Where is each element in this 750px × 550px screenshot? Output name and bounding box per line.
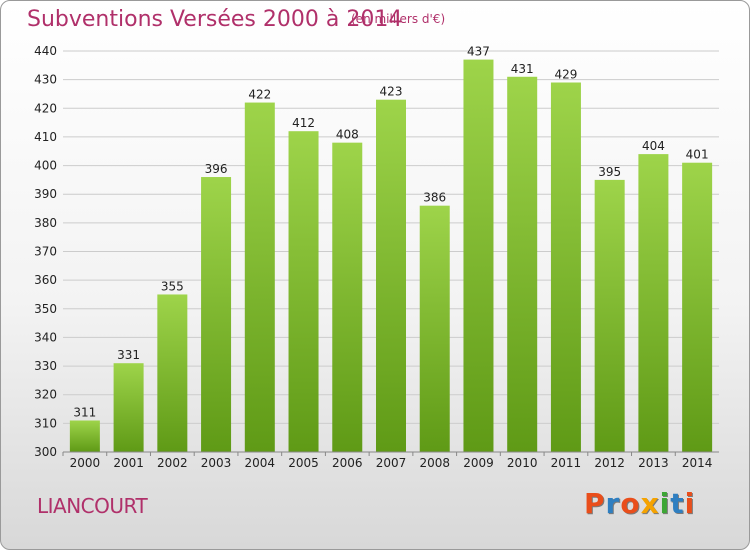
y-tick-label: 440: [34, 44, 57, 58]
bar-value-label: 437: [467, 45, 490, 59]
y-tick-label: 410: [34, 130, 57, 144]
x-tick-label: 2011: [551, 456, 582, 470]
bar-value-labels: 311 331 355 396 422 412 408 423 386 437 431 429 395 4…: [73, 45, 708, 420]
bar-2012: [594, 179, 625, 452]
bar-2009: [463, 59, 494, 452]
logo-letter: i: [684, 487, 696, 520]
bar-value-label: 408: [336, 128, 359, 142]
bar-value-label: 423: [380, 85, 403, 99]
x-tick-label: 2001: [113, 456, 144, 470]
bar-value-label: 401: [686, 148, 709, 162]
bar-2004: [244, 102, 275, 453]
logo-letter: P: [584, 487, 606, 520]
y-tick-label: 300: [34, 445, 57, 459]
logo-letter: x: [640, 487, 660, 520]
x-tick-label: 2003: [201, 456, 232, 470]
bar-2002: [157, 294, 188, 452]
x-tick-label: 2004: [245, 456, 276, 470]
bar-2006: [332, 142, 363, 452]
y-tick-label: 380: [34, 216, 57, 230]
bars: [69, 59, 713, 453]
bar-2003: [201, 177, 232, 452]
x-tick-label: 2007: [376, 456, 407, 470]
x-tick-label: 2002: [157, 456, 188, 470]
bar-2011: [550, 82, 581, 452]
bar-2007: [376, 99, 406, 452]
bar-value-label: 429: [554, 68, 577, 82]
x-tick-label: 2012: [594, 456, 625, 470]
x-tick-label: 2005: [288, 456, 319, 470]
bar-2013: [638, 154, 669, 452]
bar-value-label: 422: [248, 88, 271, 102]
bar-2010: [507, 76, 538, 453]
chart-subtitle: (en milliers d'€): [351, 12, 446, 26]
x-tick-label: 2009: [463, 456, 494, 470]
bar-2001: [113, 363, 144, 452]
bar-2008: [419, 205, 450, 452]
y-tick-label: 400: [34, 159, 57, 173]
y-tick-label: 310: [34, 416, 57, 430]
proxiti-logo: Proxiti: [584, 487, 695, 520]
bar-2005: [288, 131, 319, 452]
y-tick-label: 370: [34, 245, 57, 259]
bar-2000: [69, 420, 100, 452]
y-axis-ticks: 300 310 320 330 340 350 360 370 380 390 400 410 420 4…: [34, 44, 57, 459]
bar-value-label: 331: [117, 348, 140, 362]
logo-letter: i: [659, 487, 671, 520]
logo-letter: o: [620, 487, 641, 520]
y-tick-label: 340: [34, 330, 57, 344]
bar-2014: [682, 162, 713, 452]
bar-value-label: 431: [511, 62, 534, 76]
y-tick-label: 420: [34, 101, 57, 115]
y-tick-label: 430: [34, 73, 57, 87]
x-tick-label: 2008: [419, 456, 450, 470]
bar-value-label: 355: [161, 279, 184, 293]
y-tick-label: 320: [34, 388, 57, 402]
y-tick-label: 390: [34, 187, 57, 201]
bar-value-label: 412: [292, 116, 315, 130]
y-tick-label: 330: [34, 359, 57, 373]
bar-value-label: 395: [598, 165, 621, 179]
chart-title: Subventions Versées 2000 à 2014: [27, 7, 403, 32]
y-tick-label: 350: [34, 302, 57, 316]
logo-letter: r: [605, 487, 621, 520]
x-axis-ticks: 2000 2001 2002 2003 2004 2005 2006 2007 2008 2009…: [62, 452, 713, 470]
y-tick-label: 360: [34, 273, 57, 287]
x-tick-label: 2013: [638, 456, 669, 470]
bar-value-label: 404: [642, 139, 665, 153]
bar-value-label: 311: [73, 405, 96, 419]
x-tick-label: 2000: [70, 456, 101, 470]
x-tick-label: 2006: [332, 456, 363, 470]
x-tick-label: 2014: [682, 456, 713, 470]
logo-letter: t: [670, 487, 685, 520]
bar-value-label: 396: [205, 162, 228, 176]
bar-value-label: 386: [423, 191, 446, 205]
commune-name: LIANCOURT: [37, 494, 148, 518]
x-tick-label: 2010: [507, 456, 538, 470]
